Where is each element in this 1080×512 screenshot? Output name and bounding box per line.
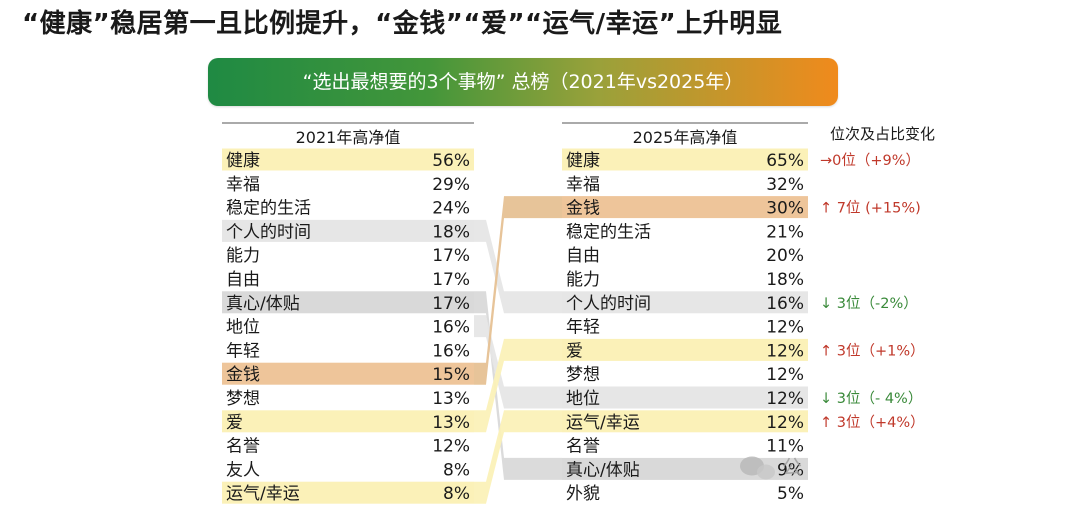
left-item-value: 13% — [432, 413, 470, 433]
rank-change-label: ↓ 3位（- 4%） — [820, 390, 922, 407]
right-item-label: 地位 — [566, 389, 600, 409]
watermark-text: 公 — [782, 455, 802, 479]
rank-link — [474, 338, 562, 433]
right-row-highlight — [562, 386, 808, 409]
left-item-label: 梦想 — [226, 389, 260, 409]
right-item-label: 爱 — [566, 341, 583, 361]
left-item-value: 56% — [432, 151, 470, 171]
chart-title: “选出最想要的3个事物” 总榜（2021年vs2025年） — [302, 71, 744, 93]
right-item-label: 幸福 — [566, 175, 600, 195]
right-item-label: 能力 — [566, 270, 600, 290]
left-item-label: 运气/幸运 — [226, 484, 300, 504]
left-item-value: 16% — [432, 341, 470, 361]
left-item-value: 24% — [432, 199, 470, 219]
right-item-value: 9% — [777, 460, 804, 480]
left-item-value: 13% — [432, 389, 470, 409]
right-item-value: 12% — [766, 365, 804, 385]
left-item-label: 年轻 — [226, 341, 260, 361]
rank-change-label: ↑ 7位 (+15%) — [820, 200, 921, 217]
left-item-label: 幸福 — [226, 175, 260, 195]
right-item-value: 12% — [766, 318, 804, 338]
rank-link — [474, 315, 562, 409]
right-item-label: 名誉 — [566, 437, 600, 457]
rank-change-label: →0位（+9%） — [820, 152, 920, 169]
left-item-label: 金钱 — [226, 365, 260, 385]
right-item-label: 真心/体贴 — [566, 460, 640, 480]
watermark: 公 — [740, 455, 802, 480]
right-row-highlight — [562, 291, 808, 314]
left-item-value: 12% — [432, 437, 470, 457]
left-item-label: 友人 — [226, 460, 260, 480]
right-row-highlight — [562, 338, 808, 361]
left-item-value: 17% — [432, 294, 470, 314]
left-row-highlight — [222, 410, 474, 433]
right-item-value: 18% — [766, 270, 804, 290]
headline: “健康”稳居第一且比例提升，“金钱”“爱”“运气/幸运”上升明显 — [22, 9, 783, 39]
right-item-label: 稳定的生活 — [566, 222, 651, 242]
rank-link — [474, 410, 562, 504]
right-item-label: 自由 — [566, 246, 600, 266]
right-item-label: 外貌 — [566, 484, 600, 504]
right-item-value: 20% — [766, 246, 804, 266]
watermark-icon — [757, 464, 775, 480]
right-item-value: 11% — [766, 437, 804, 457]
left-item-label: 名誉 — [226, 437, 260, 457]
right-item-value: 5% — [777, 484, 804, 504]
right-item-label: 个人的时间 — [566, 294, 651, 314]
right-item-value: 21% — [766, 222, 804, 242]
left-item-value: 29% — [432, 175, 470, 195]
left-item-value: 8% — [443, 460, 470, 480]
left-item-label: 地位 — [226, 318, 260, 338]
left-row-highlight — [222, 481, 474, 504]
right-item-label: 梦想 — [566, 365, 600, 385]
right-item-value: 16% — [766, 294, 804, 314]
left-item-value: 8% — [443, 484, 470, 504]
chart-title-banner: “选出最想要的3个事物” 总榜（2021年vs2025年） — [208, 58, 838, 106]
left-column-header: 2021年高净值 — [296, 128, 401, 147]
rank-link — [474, 219, 562, 314]
left-item-value: 17% — [432, 270, 470, 290]
right-item-value: 30% — [766, 199, 804, 219]
left-item-value: 16% — [432, 318, 470, 338]
left-row-highlight — [222, 291, 474, 314]
right-item-label: 金钱 — [566, 199, 600, 219]
left-item-label: 个人的时间 — [226, 222, 311, 242]
right-item-value: 12% — [766, 341, 804, 361]
right-item-label: 健康 — [566, 151, 600, 171]
rank-change-label: ↑ 3位（+1%） — [820, 342, 925, 359]
rank-change-label: ↑ 3位（+4%） — [820, 414, 925, 431]
rank-link — [474, 291, 562, 480]
left-item-value: 17% — [432, 246, 470, 266]
right-item-value: 32% — [766, 175, 804, 195]
left-item-label: 健康 — [226, 151, 260, 171]
left-item-label: 能力 — [226, 246, 260, 266]
right-item-value: 65% — [766, 151, 804, 171]
right-item-value: 12% — [766, 389, 804, 409]
row-highlights — [222, 148, 808, 504]
right-item-label: 运气/幸运 — [566, 413, 640, 433]
right-row-highlight — [562, 148, 808, 171]
left-item-label: 自由 — [226, 270, 260, 290]
left-item-label: 真心/体贴 — [226, 294, 300, 314]
right-item-label: 年轻 — [566, 318, 600, 338]
left-item-value: 15% — [432, 365, 470, 385]
rank-change-label: ↓ 3位（-2%） — [820, 295, 918, 312]
right-row-highlight — [562, 410, 808, 433]
rank-change-links — [474, 196, 562, 504]
right-row-highlight — [562, 196, 808, 219]
rank-link — [474, 196, 562, 385]
left-item-label: 爱 — [226, 413, 243, 433]
left-item-label: 稳定的生活 — [226, 199, 311, 219]
left-row-highlight — [222, 362, 474, 385]
change-header: 位次及占比变化 — [830, 125, 935, 143]
left-item-value: 18% — [432, 222, 470, 242]
right-column-header: 2025年高净值 — [633, 128, 738, 147]
left-row-highlight — [222, 219, 474, 242]
right-item-value: 12% — [766, 413, 804, 433]
left-row-highlight — [222, 148, 474, 171]
